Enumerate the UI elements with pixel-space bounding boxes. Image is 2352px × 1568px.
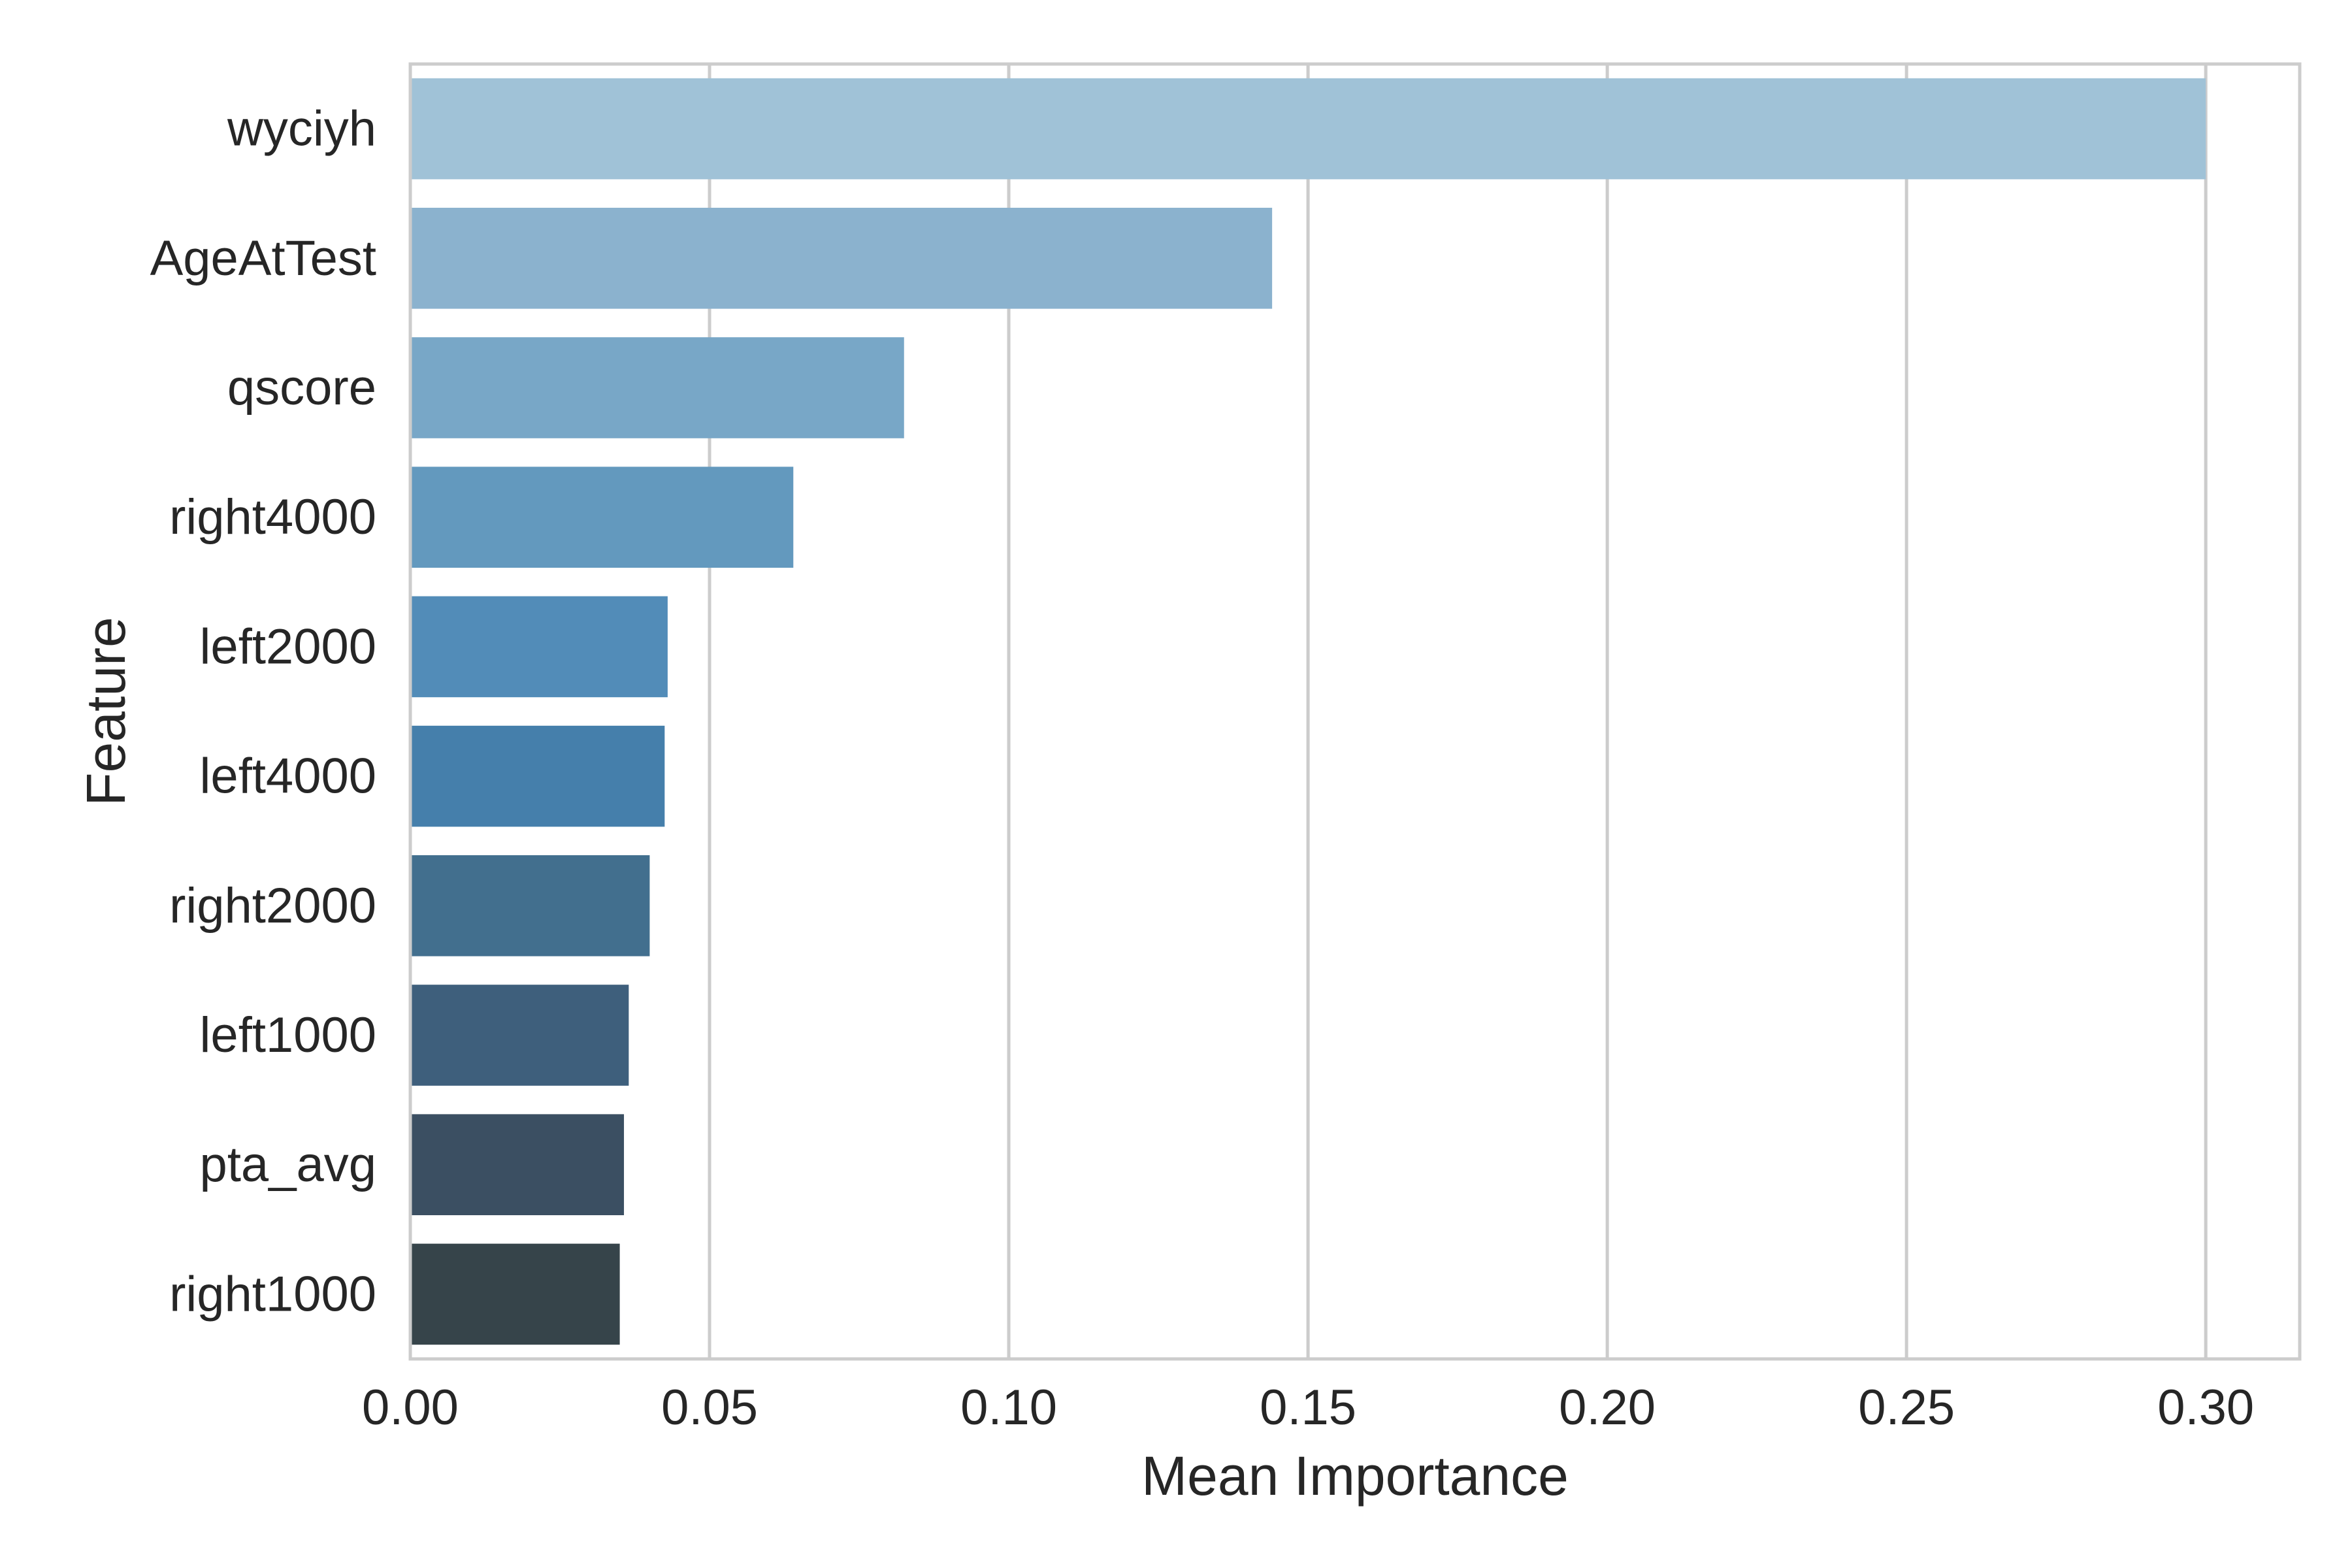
- bar-right2000: [410, 855, 650, 956]
- y-tick-label: left1000: [200, 1007, 376, 1063]
- y-tick-label: left4000: [200, 749, 376, 804]
- bar-left1000: [410, 985, 629, 1086]
- x-tick-labels: 0.00 0.05 0.10 0.15 0.20 0.25 0.30: [362, 1380, 2254, 1435]
- x-tick-label: 0.20: [1559, 1380, 1656, 1435]
- y-tick-label: right2000: [169, 878, 376, 934]
- bar-wyciyh: [410, 78, 2206, 180]
- y-tick-label: right1000: [169, 1266, 376, 1322]
- y-tick-label: qscore: [227, 360, 376, 416]
- y-tick-label: left2000: [200, 619, 376, 674]
- y-tick-label: wyciyh: [227, 101, 376, 157]
- bar-pta_avg: [410, 1114, 625, 1215]
- bar-right1000: [410, 1243, 620, 1345]
- x-tick-label: 0.30: [2157, 1380, 2254, 1435]
- y-tick-label: pta_avg: [200, 1137, 376, 1192]
- plot-frame: [408, 62, 2302, 1361]
- y-tick-label: right4000: [169, 489, 376, 545]
- x-tick-label: 0.00: [362, 1380, 459, 1435]
- x-tick-label: 0.05: [661, 1380, 758, 1435]
- bar-left4000: [410, 725, 665, 827]
- bars: [410, 78, 2206, 1345]
- bar-right4000: [410, 466, 794, 568]
- y-tick-label: AgeAtTest: [150, 231, 376, 286]
- bar-qscore: [410, 337, 904, 438]
- y-tick-labels: wyciyh AgeAtTest qscore right4000 left2000 le…: [150, 101, 376, 1322]
- x-tick-label: 0.10: [960, 1380, 1057, 1435]
- bar-AgeAtTest: [410, 208, 1273, 309]
- x-axis-title: Mean Importance: [1141, 1445, 1569, 1507]
- y-axis-title: Feature: [75, 617, 137, 806]
- x-tick-label: 0.25: [1858, 1380, 1955, 1435]
- bar-left2000: [410, 596, 668, 698]
- x-tick-label: 0.15: [1260, 1380, 1356, 1435]
